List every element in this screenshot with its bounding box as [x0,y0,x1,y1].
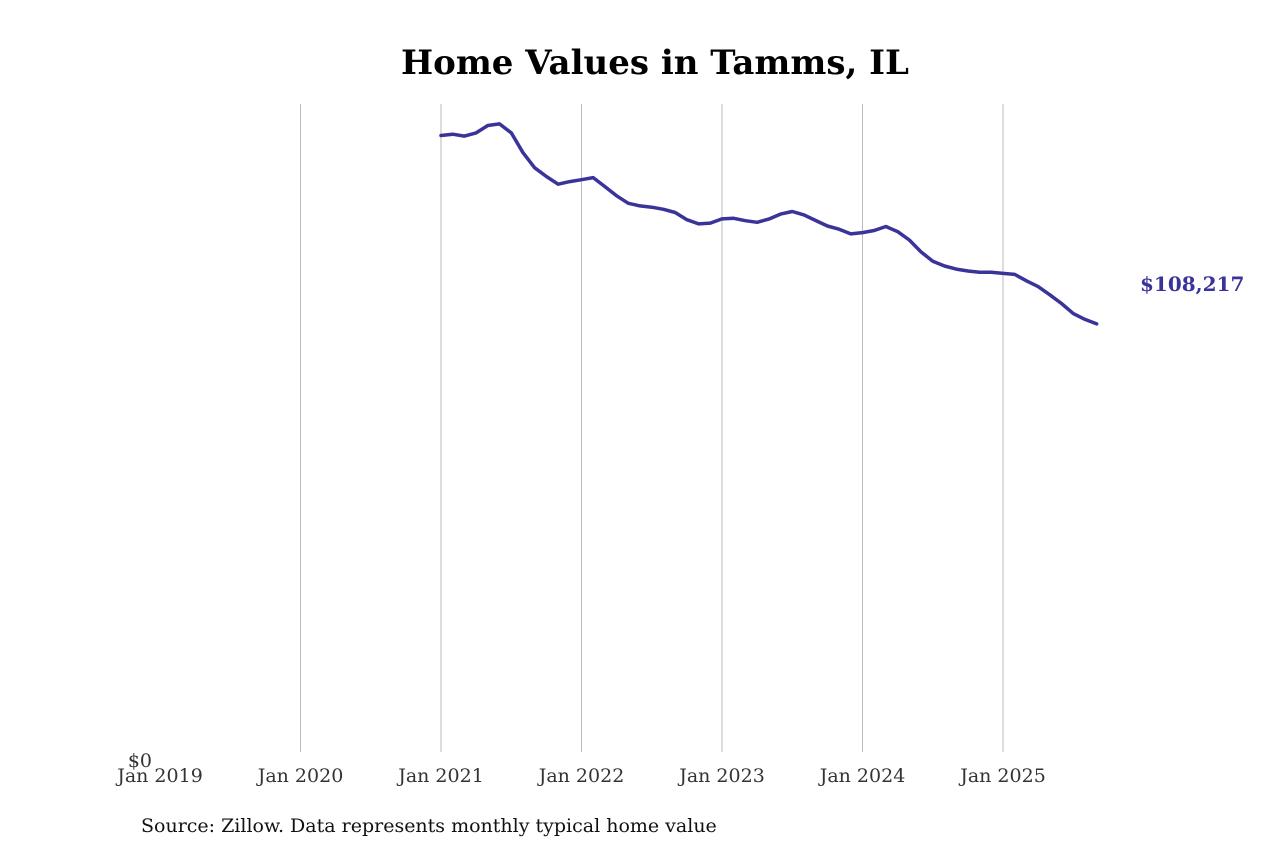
source-note: Source: Zillow. Data represents monthly … [141,815,717,837]
home-value-line [439,122,1099,326]
x-axis-ticks: Jan 2019 Jan 2020 Jan 2021 Jan 2022 Jan 2023… [115,765,1046,787]
x-tick-label: Jan 2022 [537,765,625,787]
x-tick-label: Jan 2020 [256,765,344,787]
end-value-label: $108,217 [1140,272,1244,296]
y-axis-ticks: $0 [128,750,152,772]
x-tick-label: Jan 2023 [677,765,765,787]
gridlines [300,104,1004,752]
x-tick-label: Jan 2024 [818,765,906,787]
x-tick-label: Jan 2025 [958,765,1046,787]
y-tick-label: $0 [128,750,152,772]
chart-title: Home Values in Tamms, IL [401,43,909,83]
x-tick-label: Jan 2021 [396,765,484,787]
x-tick-label: Jan 2019 [115,765,203,787]
